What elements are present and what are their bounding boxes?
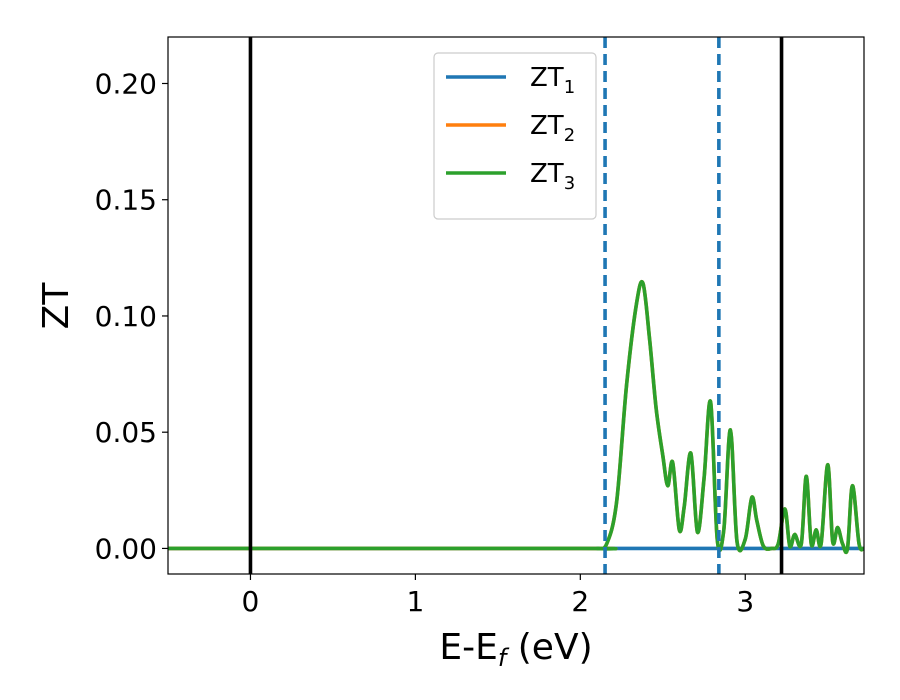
axis-ticks: 0 1 2 3 0.00 0.05 0.10 0.15 0.20 xyxy=(95,67,755,618)
legend: ZT1 ZT2 ZT3 xyxy=(433,52,597,220)
series-line-zt2 xyxy=(168,280,864,555)
y-tick-label-4: 0.20 xyxy=(95,67,157,100)
legend-label-0: ZT1 xyxy=(530,63,575,98)
x-tick-label-1: 1 xyxy=(406,585,424,618)
y-axis-label: ZT xyxy=(36,282,77,330)
x-axis-label: E-Ef (eV) xyxy=(439,627,592,672)
plot-area xyxy=(168,37,864,574)
y-tick-label-1: 0.05 xyxy=(95,416,157,449)
plot-frame xyxy=(167,36,865,575)
series-line-zt3 xyxy=(168,280,864,555)
y-tick-label-0: 0.00 xyxy=(95,532,157,565)
legend-label-1: ZT2 xyxy=(530,111,575,146)
y-tick-label-3: 0.15 xyxy=(95,184,157,217)
legend-box xyxy=(433,52,597,220)
x-tick-label-3: 3 xyxy=(736,585,754,618)
x-tick-label-0: 0 xyxy=(242,585,260,618)
x-tick-label-2: 2 xyxy=(571,585,589,618)
legend-label-2: ZT3 xyxy=(530,159,575,194)
y-tick-label-2: 0.10 xyxy=(95,300,157,333)
